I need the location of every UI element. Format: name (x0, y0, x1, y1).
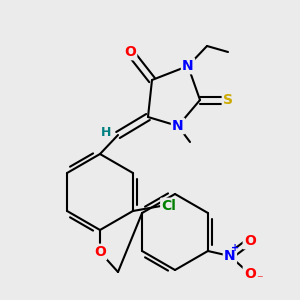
Text: Cl: Cl (161, 199, 176, 213)
Text: N: N (224, 249, 236, 263)
Text: +: + (231, 243, 239, 253)
Text: O: O (244, 234, 256, 248)
Text: O: O (94, 245, 106, 259)
Text: N: N (182, 59, 194, 73)
Text: ⁻: ⁻ (256, 274, 263, 286)
Text: O: O (244, 267, 256, 281)
Text: O: O (124, 45, 136, 59)
Text: S: S (223, 93, 233, 107)
Text: H: H (101, 125, 111, 139)
Text: N: N (172, 119, 184, 133)
